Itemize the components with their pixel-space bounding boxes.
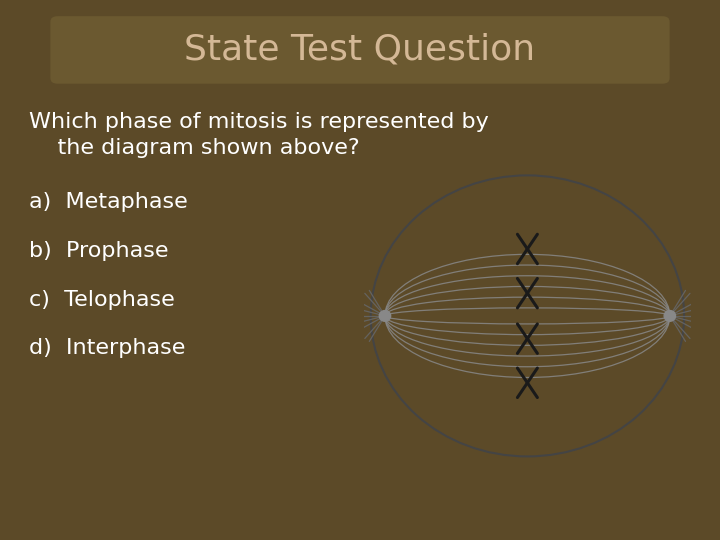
Text: State Test Question: State Test Question xyxy=(184,33,536,66)
Text: c)  Telophase: c) Telophase xyxy=(29,289,174,310)
Text: Which phase of mitosis is represented by: Which phase of mitosis is represented by xyxy=(29,111,489,132)
Text: the diagram shown above?: the diagram shown above? xyxy=(29,138,359,159)
Text: b)  Prophase: b) Prophase xyxy=(29,241,168,261)
Circle shape xyxy=(379,310,391,321)
Text: a)  Metaphase: a) Metaphase xyxy=(29,192,187,213)
FancyBboxPatch shape xyxy=(50,16,670,84)
Text: d)  Interphase: d) Interphase xyxy=(29,338,185,359)
Circle shape xyxy=(664,310,675,321)
